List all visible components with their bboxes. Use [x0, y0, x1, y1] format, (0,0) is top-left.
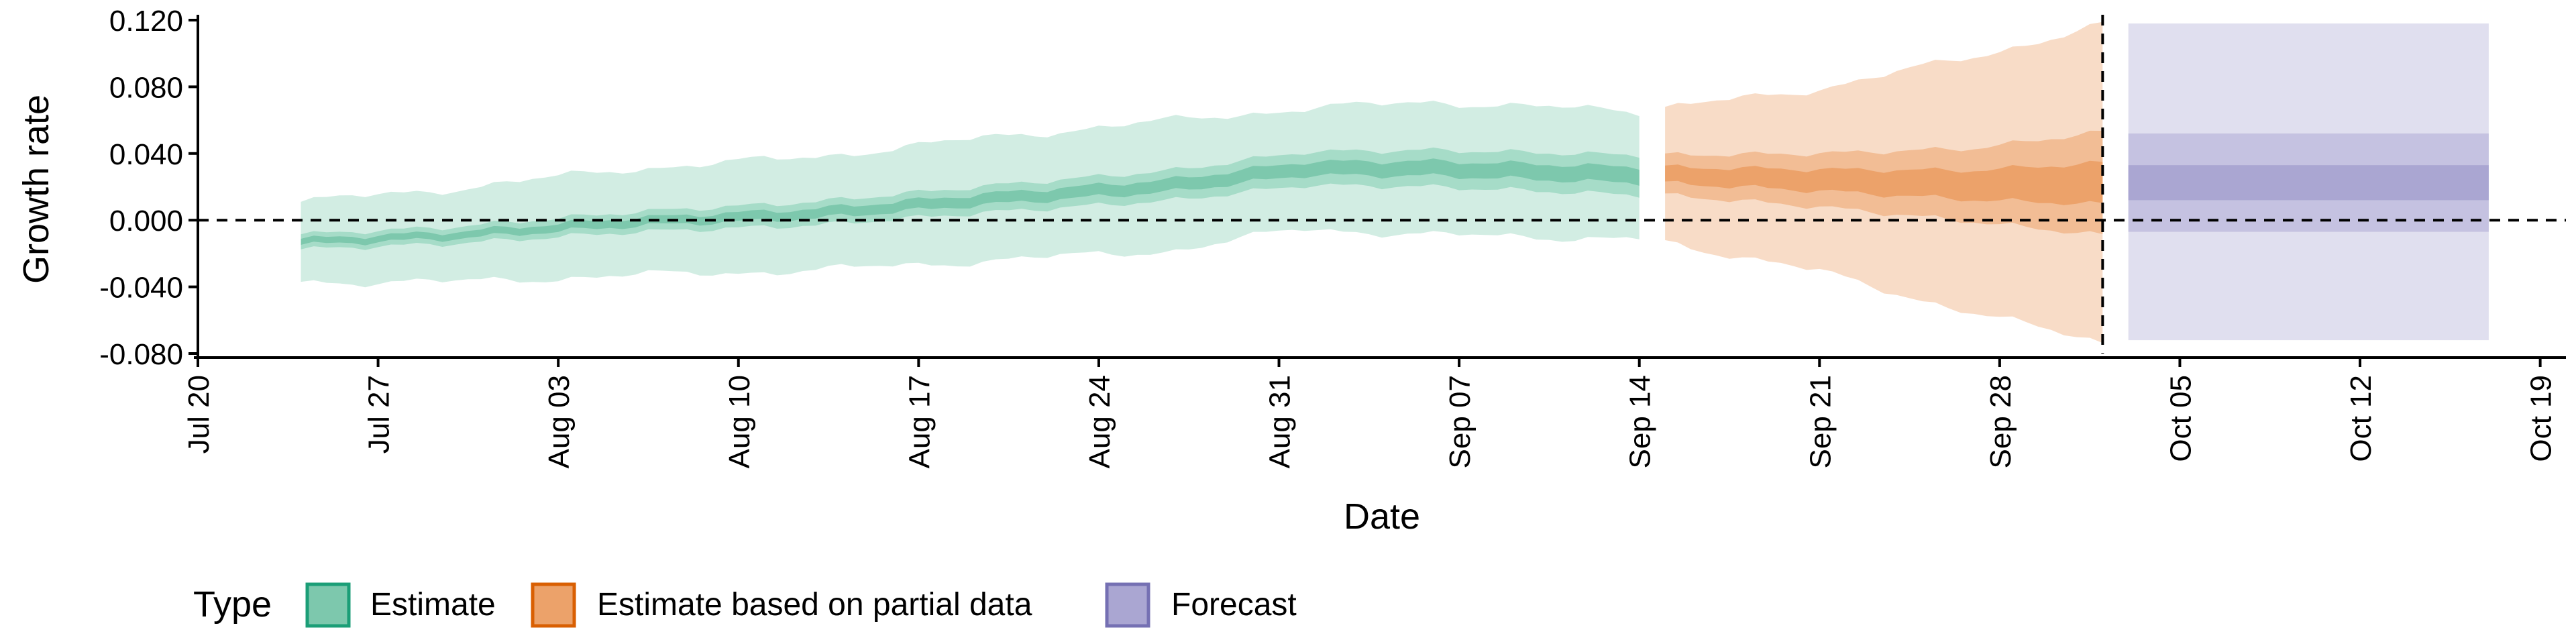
y-tick-label: 0.080 [109, 71, 183, 104]
legend-swatch-partial [531, 582, 576, 628]
x-tick-label: Jul 27 [363, 375, 396, 453]
y-tick-label: -0.080 [99, 338, 183, 371]
x-tick-label: Oct 05 [2164, 375, 2197, 462]
x-tick-label: Aug 24 [1083, 375, 1116, 468]
series-forecast [2128, 23, 2489, 341]
legend: Type Estimate Estimate based on partial … [193, 582, 1297, 628]
x-tick-label: Sep 14 [1624, 375, 1657, 468]
x-tick-label: Sep 07 [1444, 375, 1477, 468]
legend-swatch-forecast [1105, 582, 1150, 628]
x-tick-label: Aug 10 [723, 375, 756, 468]
x-tick-label: Jul 20 [182, 375, 215, 453]
x-tick-label: Aug 31 [1264, 375, 1297, 468]
x-tick-label: Oct 12 [2345, 375, 2377, 462]
band-20 [2128, 165, 2489, 201]
y-tick-label: 0.000 [109, 205, 183, 237]
series-partial [1665, 21, 2103, 343]
legend-label-forecast: Forecast [1171, 587, 1297, 623]
x-tick-label: Aug 03 [543, 375, 576, 468]
legend-label-estimate: Estimate [370, 587, 496, 623]
y-axis-title: Growth rate [16, 95, 56, 284]
x-tick-label: Sep 28 [1984, 375, 2017, 468]
x-tick-label: Oct 19 [2525, 375, 2558, 462]
y-tick-label: 0.040 [109, 138, 183, 171]
x-tick-label: Sep 21 [1804, 375, 1837, 468]
x-axis-title: Date [1344, 496, 1420, 537]
y-tick-label: -0.040 [99, 272, 183, 305]
band-20 [301, 158, 1640, 246]
series-estimate [301, 101, 1640, 288]
y-tick-label: 0.120 [109, 5, 183, 38]
legend-label-partial: Estimate based on partial data [597, 587, 1032, 623]
plot-area [198, 15, 2566, 354]
band-20 [1665, 160, 2103, 205]
legend-swatch-estimate [305, 582, 351, 628]
axes: -0.080 -0.040 0.000 0.040 0.080 0.120 Jul 20 Ju… [99, 5, 2566, 468]
x-tick-label: Aug 17 [903, 375, 936, 468]
legend-title: Type [193, 584, 272, 625]
